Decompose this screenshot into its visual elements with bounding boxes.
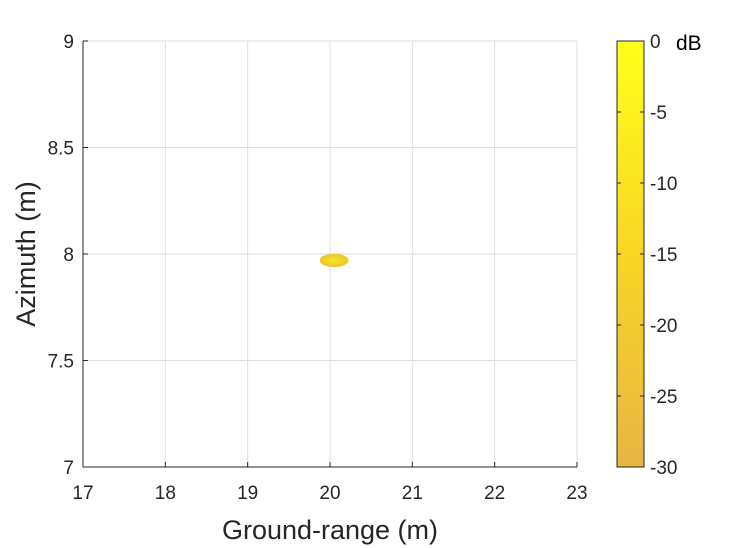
y-axis-label: Azimuth (m) (11, 181, 41, 327)
colorbar-tick-label: -5 (650, 103, 667, 124)
x-tick-label: 20 (319, 483, 340, 504)
colorbar-tick-label: 0 (650, 32, 661, 53)
x-tick-label: 17 (72, 483, 93, 504)
colorbar-tick-label: -15 (650, 245, 677, 266)
y-tick-label: 7 (63, 458, 74, 479)
y-tick-label: 7.5 (48, 352, 74, 373)
colorbar-tick-label: -30 (650, 458, 677, 479)
colorbar-tick-label: -25 (650, 387, 677, 408)
x-tick-label: 22 (484, 483, 505, 504)
y-tick-label: 8 (63, 245, 74, 266)
x-axis-label: Ground-range (m) (222, 515, 438, 545)
x-tick-label: 23 (566, 483, 587, 504)
colorbar-tick-label: -10 (650, 174, 677, 195)
heatmap-blob (319, 253, 349, 268)
x-tick-label: 19 (237, 483, 258, 504)
x-tick-label: 21 (402, 483, 423, 504)
colorbar (616, 40, 645, 468)
y-tick-label: 8.5 (48, 139, 74, 160)
x-tick-label: 18 (155, 483, 176, 504)
heatmap-layer (319, 253, 349, 268)
colorbar-ticks: 0 -5 -10 -15 -20 -25 -30 (617, 32, 677, 479)
colorbar-tick-label: -20 (650, 316, 677, 337)
colorbar-unit: dB (676, 32, 702, 55)
y-tick-label: 9 (63, 32, 74, 53)
x-ticks: 17 18 19 20 21 22 23 (72, 462, 588, 504)
y-ticks: 7 7.5 8 8.5 9 (48, 32, 88, 479)
